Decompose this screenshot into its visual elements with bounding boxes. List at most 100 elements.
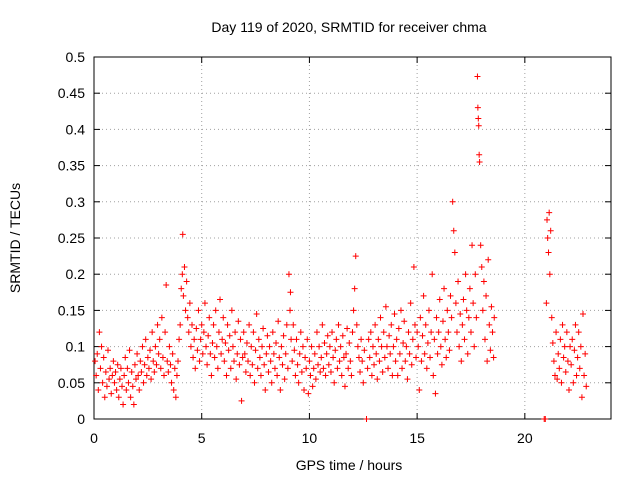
y-tick-label: 0.4 bbox=[66, 121, 86, 137]
data-point bbox=[411, 321, 418, 328]
data-point bbox=[232, 329, 239, 336]
y-tick-label: 0.5 bbox=[66, 49, 86, 65]
data-point bbox=[476, 158, 483, 165]
data-point bbox=[564, 358, 571, 365]
data-point bbox=[183, 278, 190, 285]
data-point bbox=[239, 354, 246, 361]
data-point bbox=[296, 350, 303, 357]
data-point bbox=[474, 73, 481, 80]
data-point bbox=[409, 336, 416, 343]
data-point bbox=[270, 350, 277, 357]
data-point bbox=[285, 271, 292, 278]
data-point bbox=[547, 227, 554, 234]
data-point bbox=[265, 368, 272, 375]
data-point bbox=[375, 336, 382, 343]
data-point bbox=[420, 292, 427, 299]
data-point bbox=[98, 343, 105, 350]
data-point bbox=[432, 390, 439, 397]
data-point bbox=[267, 358, 274, 365]
data-point bbox=[488, 303, 495, 310]
data-point bbox=[434, 350, 441, 357]
data-point bbox=[430, 372, 437, 379]
data-point bbox=[108, 390, 115, 397]
data-point bbox=[287, 289, 294, 296]
data-point bbox=[93, 372, 100, 379]
data-point bbox=[455, 278, 462, 285]
data-point bbox=[307, 372, 314, 379]
data-point bbox=[243, 339, 250, 346]
data-point bbox=[561, 343, 568, 350]
data-point bbox=[315, 361, 322, 368]
data-point bbox=[483, 292, 490, 299]
data-point bbox=[545, 249, 552, 256]
data-point bbox=[410, 263, 417, 270]
data-point bbox=[381, 354, 388, 361]
data-point bbox=[459, 321, 466, 328]
data-point bbox=[457, 311, 464, 318]
data-point bbox=[105, 347, 112, 354]
data-point bbox=[399, 365, 406, 372]
data-point bbox=[266, 343, 273, 350]
data-point bbox=[308, 343, 315, 350]
data-point bbox=[218, 350, 225, 357]
data-point bbox=[110, 358, 117, 365]
data-point bbox=[555, 350, 562, 357]
data-point bbox=[359, 358, 366, 365]
data-point bbox=[546, 209, 553, 216]
data-point bbox=[170, 387, 177, 394]
data-point bbox=[437, 343, 444, 350]
data-point bbox=[429, 271, 436, 278]
data-point bbox=[466, 285, 473, 292]
data-point bbox=[450, 227, 457, 234]
data-point bbox=[256, 354, 263, 361]
data-point bbox=[179, 271, 186, 278]
data-point bbox=[385, 365, 392, 372]
data-point bbox=[229, 343, 236, 350]
data-point bbox=[400, 339, 407, 346]
data-point bbox=[95, 387, 102, 394]
data-point bbox=[320, 365, 327, 372]
data-point bbox=[114, 361, 121, 368]
data-point bbox=[550, 358, 557, 365]
data-point bbox=[194, 347, 201, 354]
data-point bbox=[148, 376, 155, 383]
data-point bbox=[117, 365, 124, 372]
data-point bbox=[220, 314, 227, 321]
data-point bbox=[406, 350, 413, 357]
data-point bbox=[318, 354, 325, 361]
data-point bbox=[458, 358, 465, 365]
data-point bbox=[238, 397, 245, 404]
data-point bbox=[301, 387, 308, 394]
data-point bbox=[313, 329, 320, 336]
data-point bbox=[365, 336, 372, 343]
data-point bbox=[551, 372, 558, 379]
data-point bbox=[323, 350, 330, 357]
data-point bbox=[180, 292, 187, 299]
data-point bbox=[260, 325, 267, 332]
data-point bbox=[106, 376, 113, 383]
data-point bbox=[294, 361, 301, 368]
data-point bbox=[279, 361, 286, 368]
data-point bbox=[152, 343, 159, 350]
data-point bbox=[335, 321, 342, 328]
data-point bbox=[360, 379, 367, 386]
data-point bbox=[178, 285, 185, 292]
data-point bbox=[165, 368, 172, 375]
data-point bbox=[201, 300, 208, 307]
data-point bbox=[163, 282, 170, 289]
chart-title: Day 119 of 2020, SRMTID for receiver chm… bbox=[211, 19, 486, 35]
data-point bbox=[333, 336, 340, 343]
data-point bbox=[461, 336, 468, 343]
data-point bbox=[144, 354, 151, 361]
data-point bbox=[367, 329, 374, 336]
data-point bbox=[200, 329, 207, 336]
data-point bbox=[274, 372, 281, 379]
data-point bbox=[445, 329, 452, 336]
data-point bbox=[376, 358, 383, 365]
data-point bbox=[103, 383, 110, 390]
data-point bbox=[366, 354, 373, 361]
data-point bbox=[549, 339, 556, 346]
data-point bbox=[168, 379, 175, 386]
data-point bbox=[345, 365, 352, 372]
data-point bbox=[486, 321, 493, 328]
